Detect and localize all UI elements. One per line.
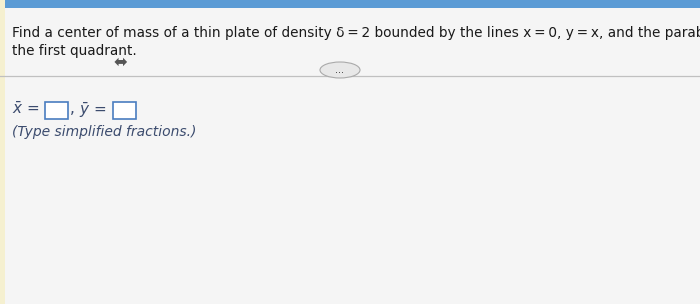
Bar xyxy=(0,0,5,304)
Text: ,: , xyxy=(70,101,75,116)
Text: (Type simplified fractions.): (Type simplified fractions.) xyxy=(12,125,197,139)
Bar xyxy=(0,0,700,8)
Text: the first quadrant.: the first quadrant. xyxy=(12,44,136,58)
FancyBboxPatch shape xyxy=(45,102,67,119)
Text: $\bar{x}$ =: $\bar{x}$ = xyxy=(12,101,39,117)
FancyBboxPatch shape xyxy=(113,102,136,119)
Text: Find a center of mass of a thin plate of density δ = 2 bounded by the lines x = : Find a center of mass of a thin plate of… xyxy=(12,26,700,40)
Text: ⬌: ⬌ xyxy=(113,53,127,71)
Ellipse shape xyxy=(320,62,360,78)
Text: ...: ... xyxy=(335,65,344,75)
Text: $\bar{y}$ =: $\bar{y}$ = xyxy=(79,101,106,120)
